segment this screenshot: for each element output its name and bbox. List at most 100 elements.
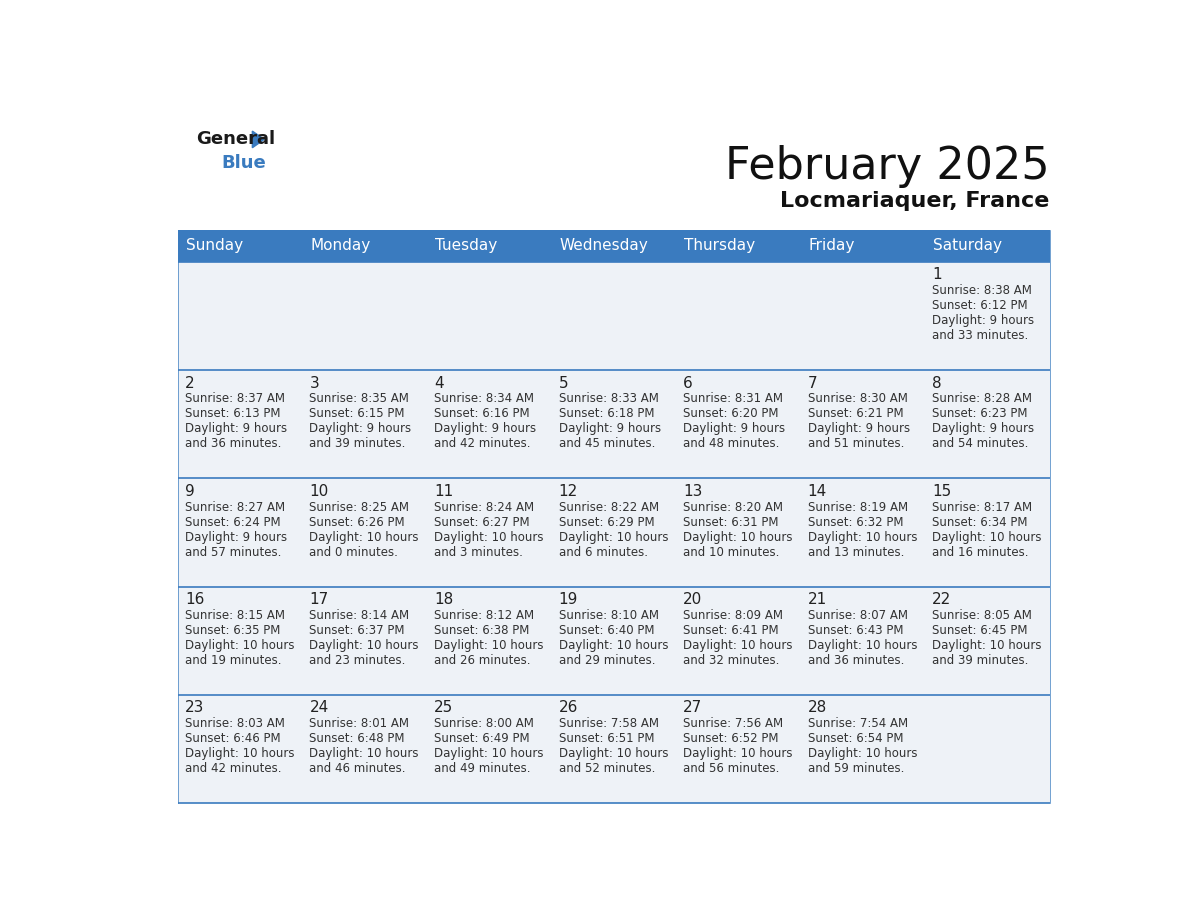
Text: 16: 16 xyxy=(185,592,204,607)
Text: Daylight: 10 hours: Daylight: 10 hours xyxy=(933,531,1042,543)
Text: and 42 minutes.: and 42 minutes. xyxy=(434,438,531,451)
Text: Blue: Blue xyxy=(221,153,266,172)
Text: and 0 minutes.: and 0 minutes. xyxy=(310,545,398,559)
Bar xyxy=(551,587,676,695)
Bar xyxy=(551,478,676,587)
Text: Sunrise: 8:12 AM: Sunrise: 8:12 AM xyxy=(434,609,535,622)
Bar xyxy=(426,262,551,370)
Text: and 10 minutes.: and 10 minutes. xyxy=(683,545,779,559)
Text: 14: 14 xyxy=(808,484,827,498)
Text: Sunset: 6:35 PM: Sunset: 6:35 PM xyxy=(185,624,280,637)
Text: 9: 9 xyxy=(185,484,195,498)
Text: Daylight: 10 hours: Daylight: 10 hours xyxy=(185,639,295,652)
Bar xyxy=(676,262,801,370)
Text: Daylight: 10 hours: Daylight: 10 hours xyxy=(683,639,792,652)
Text: and 49 minutes.: and 49 minutes. xyxy=(434,762,531,776)
Bar xyxy=(426,587,551,695)
Text: Daylight: 9 hours: Daylight: 9 hours xyxy=(933,422,1035,435)
Text: 11: 11 xyxy=(434,484,454,498)
Text: 1: 1 xyxy=(933,267,942,282)
Bar xyxy=(303,370,426,478)
Text: Daylight: 10 hours: Daylight: 10 hours xyxy=(933,639,1042,652)
Text: Sunrise: 8:00 AM: Sunrise: 8:00 AM xyxy=(434,717,533,730)
Bar xyxy=(801,695,925,803)
Text: Sunset: 6:32 PM: Sunset: 6:32 PM xyxy=(808,516,903,529)
Bar xyxy=(303,478,426,587)
Text: 20: 20 xyxy=(683,592,702,607)
Text: Thursday: Thursday xyxy=(684,238,756,253)
Bar xyxy=(801,587,925,695)
Text: Saturday: Saturday xyxy=(933,238,1001,253)
Bar xyxy=(801,370,925,478)
Text: Sunrise: 8:10 AM: Sunrise: 8:10 AM xyxy=(558,609,658,622)
Bar xyxy=(178,370,303,478)
Text: and 6 minutes.: and 6 minutes. xyxy=(558,545,647,559)
Text: Friday: Friday xyxy=(809,238,855,253)
Text: and 52 minutes.: and 52 minutes. xyxy=(558,762,655,776)
Text: and 16 minutes.: and 16 minutes. xyxy=(933,545,1029,559)
Text: Sunset: 6:37 PM: Sunset: 6:37 PM xyxy=(310,624,405,637)
Text: Sunrise: 8:05 AM: Sunrise: 8:05 AM xyxy=(933,609,1032,622)
Text: Daylight: 10 hours: Daylight: 10 hours xyxy=(558,639,668,652)
Text: Daylight: 10 hours: Daylight: 10 hours xyxy=(310,531,419,543)
Text: Sunset: 6:38 PM: Sunset: 6:38 PM xyxy=(434,624,530,637)
Bar xyxy=(426,370,551,478)
Text: Sunset: 6:16 PM: Sunset: 6:16 PM xyxy=(434,408,530,420)
Text: Daylight: 10 hours: Daylight: 10 hours xyxy=(683,747,792,760)
Text: Sunset: 6:27 PM: Sunset: 6:27 PM xyxy=(434,516,530,529)
Bar xyxy=(801,478,925,587)
Text: Sunset: 6:34 PM: Sunset: 6:34 PM xyxy=(933,516,1028,529)
Bar xyxy=(676,587,801,695)
Text: 10: 10 xyxy=(310,484,329,498)
Text: 15: 15 xyxy=(933,484,952,498)
Text: Sunset: 6:21 PM: Sunset: 6:21 PM xyxy=(808,408,903,420)
Text: and 42 minutes.: and 42 minutes. xyxy=(185,762,282,776)
Text: Daylight: 10 hours: Daylight: 10 hours xyxy=(434,747,544,760)
Text: Sunrise: 8:27 AM: Sunrise: 8:27 AM xyxy=(185,500,285,514)
Text: Sunrise: 8:24 AM: Sunrise: 8:24 AM xyxy=(434,500,535,514)
Text: Daylight: 10 hours: Daylight: 10 hours xyxy=(185,747,295,760)
Text: Locmariaquer, France: Locmariaquer, France xyxy=(781,191,1050,211)
Text: General: General xyxy=(196,130,276,149)
Text: Sunrise: 7:58 AM: Sunrise: 7:58 AM xyxy=(558,717,658,730)
Text: 25: 25 xyxy=(434,700,454,715)
Text: Sunset: 6:29 PM: Sunset: 6:29 PM xyxy=(558,516,655,529)
Text: Sunset: 6:41 PM: Sunset: 6:41 PM xyxy=(683,624,779,637)
Text: Sunrise: 8:25 AM: Sunrise: 8:25 AM xyxy=(310,500,410,514)
Text: Daylight: 10 hours: Daylight: 10 hours xyxy=(683,531,792,543)
Text: Sunrise: 8:31 AM: Sunrise: 8:31 AM xyxy=(683,392,783,406)
Text: 18: 18 xyxy=(434,592,454,607)
Bar xyxy=(178,587,303,695)
Text: and 23 minutes.: and 23 minutes. xyxy=(310,654,406,667)
Bar xyxy=(303,587,426,695)
Text: Sunrise: 8:07 AM: Sunrise: 8:07 AM xyxy=(808,609,908,622)
Text: 7: 7 xyxy=(808,375,817,390)
Text: and 39 minutes.: and 39 minutes. xyxy=(933,654,1029,667)
Text: 6: 6 xyxy=(683,375,693,390)
Text: Sunset: 6:45 PM: Sunset: 6:45 PM xyxy=(933,624,1028,637)
Bar xyxy=(551,695,676,803)
Text: Sunrise: 8:22 AM: Sunrise: 8:22 AM xyxy=(558,500,658,514)
Text: Daylight: 10 hours: Daylight: 10 hours xyxy=(434,639,544,652)
Bar xyxy=(925,478,1050,587)
Text: and 57 minutes.: and 57 minutes. xyxy=(185,545,282,559)
Text: 13: 13 xyxy=(683,484,702,498)
Bar xyxy=(925,695,1050,803)
Text: and 3 minutes.: and 3 minutes. xyxy=(434,545,523,559)
Text: 24: 24 xyxy=(310,700,329,715)
Text: Sunrise: 8:35 AM: Sunrise: 8:35 AM xyxy=(310,392,410,406)
Text: and 48 minutes.: and 48 minutes. xyxy=(683,438,779,451)
Text: Tuesday: Tuesday xyxy=(435,238,497,253)
Text: Sunset: 6:31 PM: Sunset: 6:31 PM xyxy=(683,516,778,529)
Text: and 13 minutes.: and 13 minutes. xyxy=(808,545,904,559)
Bar xyxy=(551,262,676,370)
Text: Monday: Monday xyxy=(310,238,371,253)
Text: Daylight: 10 hours: Daylight: 10 hours xyxy=(808,747,917,760)
Text: Sunset: 6:54 PM: Sunset: 6:54 PM xyxy=(808,733,903,745)
Text: 22: 22 xyxy=(933,592,952,607)
Text: and 45 minutes.: and 45 minutes. xyxy=(558,438,655,451)
Text: Sunrise: 7:54 AM: Sunrise: 7:54 AM xyxy=(808,717,908,730)
Bar xyxy=(551,370,676,478)
Text: 3: 3 xyxy=(310,375,320,390)
Text: Daylight: 10 hours: Daylight: 10 hours xyxy=(434,531,544,543)
